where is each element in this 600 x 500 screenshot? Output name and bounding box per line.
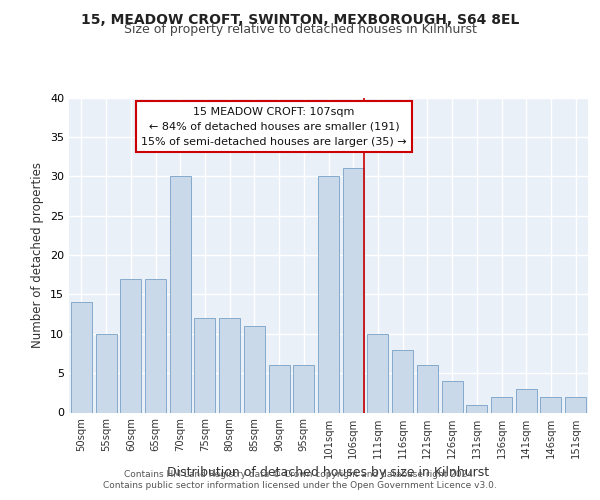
Bar: [194, 318, 215, 412]
Bar: [541, 397, 562, 412]
Bar: [392, 350, 413, 412]
Bar: [367, 334, 388, 412]
Bar: [145, 278, 166, 412]
Bar: [244, 326, 265, 412]
Bar: [565, 397, 586, 412]
Bar: [170, 176, 191, 412]
Bar: [466, 404, 487, 412]
Text: 15 MEADOW CROFT: 107sqm
← 84% of detached houses are smaller (191)
15% of semi-d: 15 MEADOW CROFT: 107sqm ← 84% of detache…: [142, 107, 407, 146]
Bar: [318, 176, 339, 412]
Bar: [516, 389, 537, 412]
Bar: [491, 397, 512, 412]
Bar: [219, 318, 240, 412]
Text: Contains HM Land Registry data © Crown copyright and database right 2024.: Contains HM Land Registry data © Crown c…: [124, 470, 476, 479]
X-axis label: Distribution of detached houses by size in Kilnhurst: Distribution of detached houses by size …: [167, 466, 490, 479]
Bar: [269, 365, 290, 412]
Bar: [120, 278, 141, 412]
Bar: [95, 334, 116, 412]
Text: 15, MEADOW CROFT, SWINTON, MEXBOROUGH, S64 8EL: 15, MEADOW CROFT, SWINTON, MEXBOROUGH, S…: [81, 12, 519, 26]
Bar: [71, 302, 92, 412]
Text: Contains public sector information licensed under the Open Government Licence v3: Contains public sector information licen…: [103, 481, 497, 490]
Bar: [293, 365, 314, 412]
Y-axis label: Number of detached properties: Number of detached properties: [31, 162, 44, 348]
Bar: [442, 381, 463, 412]
Bar: [343, 168, 364, 412]
Text: Size of property relative to detached houses in Kilnhurst: Size of property relative to detached ho…: [124, 24, 476, 36]
Bar: [417, 365, 438, 412]
